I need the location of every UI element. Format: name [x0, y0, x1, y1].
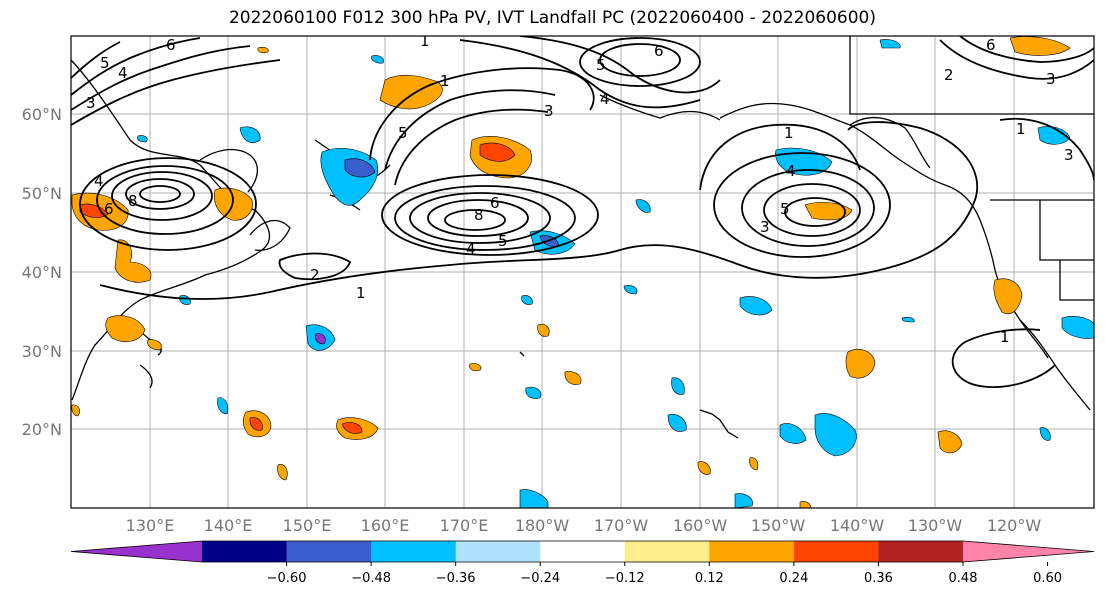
contour-label: 8 [474, 206, 484, 224]
contour-label: 3 [544, 102, 554, 120]
contour-label: 1 [440, 72, 450, 90]
contour-label: 6 [654, 42, 664, 60]
contour-label: 6 [986, 36, 996, 54]
lon-label: 160°E [361, 516, 410, 535]
lat-label: 50°N [22, 184, 62, 203]
contour-label: 3 [760, 218, 770, 236]
colorbar-segment [286, 541, 372, 562]
contour-label: 4 [94, 172, 104, 190]
lat-label: 30°N [22, 342, 62, 361]
contour-label: 1 [784, 124, 794, 142]
lon-label: 180°W [515, 516, 570, 535]
map-border [70, 35, 1095, 509]
contour-label: 3 [1064, 146, 1074, 164]
colorbar-extension-high [963, 541, 1094, 562]
contour-label: 2 [310, 266, 320, 284]
contour-label: 3 [1046, 70, 1056, 88]
contour-labels: 4 6 8 3 4 5 6 1 1 5 8 6 5 4 2 1 3 4 5 6 … [86, 32, 1074, 346]
pv-contours [71, 36, 1094, 388]
map-title: 2022060100 F012 300 hPa PV, IVT Landfall… [228, 8, 876, 28]
colorbar-segment [793, 541, 879, 562]
contour-label: 5 [398, 124, 408, 142]
colorbar-segment [455, 541, 541, 562]
contour-label: 5 [596, 56, 606, 74]
contour-label: 6 [490, 194, 500, 212]
lon-label: 170°E [440, 516, 489, 535]
colorbar-tick-label: 0.48 [949, 571, 978, 586]
lat-label: 20°N [22, 420, 62, 439]
contour-label: 1 [420, 32, 430, 50]
colorbar-tick-label: −0.24 [520, 571, 560, 586]
contour-label: 1 [1000, 328, 1010, 346]
colorbar-segment [371, 541, 457, 562]
colorbar-tick-label: −0.12 [605, 571, 645, 586]
lon-label: 140°W [830, 516, 885, 535]
colorbar-segment [540, 541, 626, 562]
lon-labels: 130°E 140°E 150°E 160°E 170°E 180°W 170°… [126, 516, 1042, 535]
contour-label: 5 [100, 54, 110, 72]
lon-label: 160°W [673, 516, 728, 535]
colorbar-segment [202, 541, 288, 562]
lon-label: 150°W [751, 516, 806, 535]
colorbar-segment [624, 541, 710, 562]
lat-labels: 60°N 50°N 40°N 30°N 20°N [22, 105, 62, 439]
colorbar-segment [878, 541, 964, 562]
contour-label: 4 [118, 64, 128, 82]
colorbar-tick-label: 0.24 [779, 571, 808, 586]
contour-label: 1 [356, 284, 366, 302]
contour-label: 8 [128, 192, 138, 210]
colorbar-segment [709, 541, 795, 562]
lon-label: 130°W [908, 516, 963, 535]
lon-label: 120°W [987, 516, 1042, 535]
contour-label: 4 [600, 90, 610, 108]
negative-anomalies [137, 39, 1094, 508]
contour-label: 3 [86, 94, 96, 112]
contour-label: 6 [104, 200, 114, 218]
lat-label: 40°N [22, 263, 62, 282]
colorbar-outline [70, 540, 1095, 563]
lon-label: 150°E [283, 516, 332, 535]
colorbar-tick-label: 0.60 [1033, 571, 1062, 586]
contour-label: 4 [466, 240, 476, 258]
contour-label: 4 [786, 162, 796, 180]
contour-label: 5 [498, 232, 508, 250]
lat-label: 60°N [22, 105, 62, 124]
contour-label: 1 [1016, 120, 1026, 138]
colorbar-tick-label: −0.36 [436, 571, 476, 586]
colorbar: −0.60 −0.48 −0.36 −0.24 −0.12 0.12 0.24 0.36 0.4… [70, 540, 1095, 586]
colorbar-tick-label: −0.48 [351, 571, 391, 586]
colorbar-extension-low [71, 541, 202, 562]
colorbar-tick-label: 0.36 [864, 571, 893, 586]
lon-label: 130°E [126, 516, 175, 535]
colorbar-tick-label: 0.12 [695, 571, 724, 586]
contour-label: 5 [780, 200, 790, 218]
lon-label: 140°E [204, 516, 253, 535]
colorbar-tick-label: −0.60 [267, 571, 307, 586]
map-panel: 4 6 8 3 4 5 6 1 1 5 8 6 5 4 2 1 3 4 5 6 … [71, 32, 1094, 508]
contour-label: 2 [944, 66, 954, 84]
contour-label: 6 [166, 36, 176, 54]
lon-label: 170°W [594, 516, 649, 535]
